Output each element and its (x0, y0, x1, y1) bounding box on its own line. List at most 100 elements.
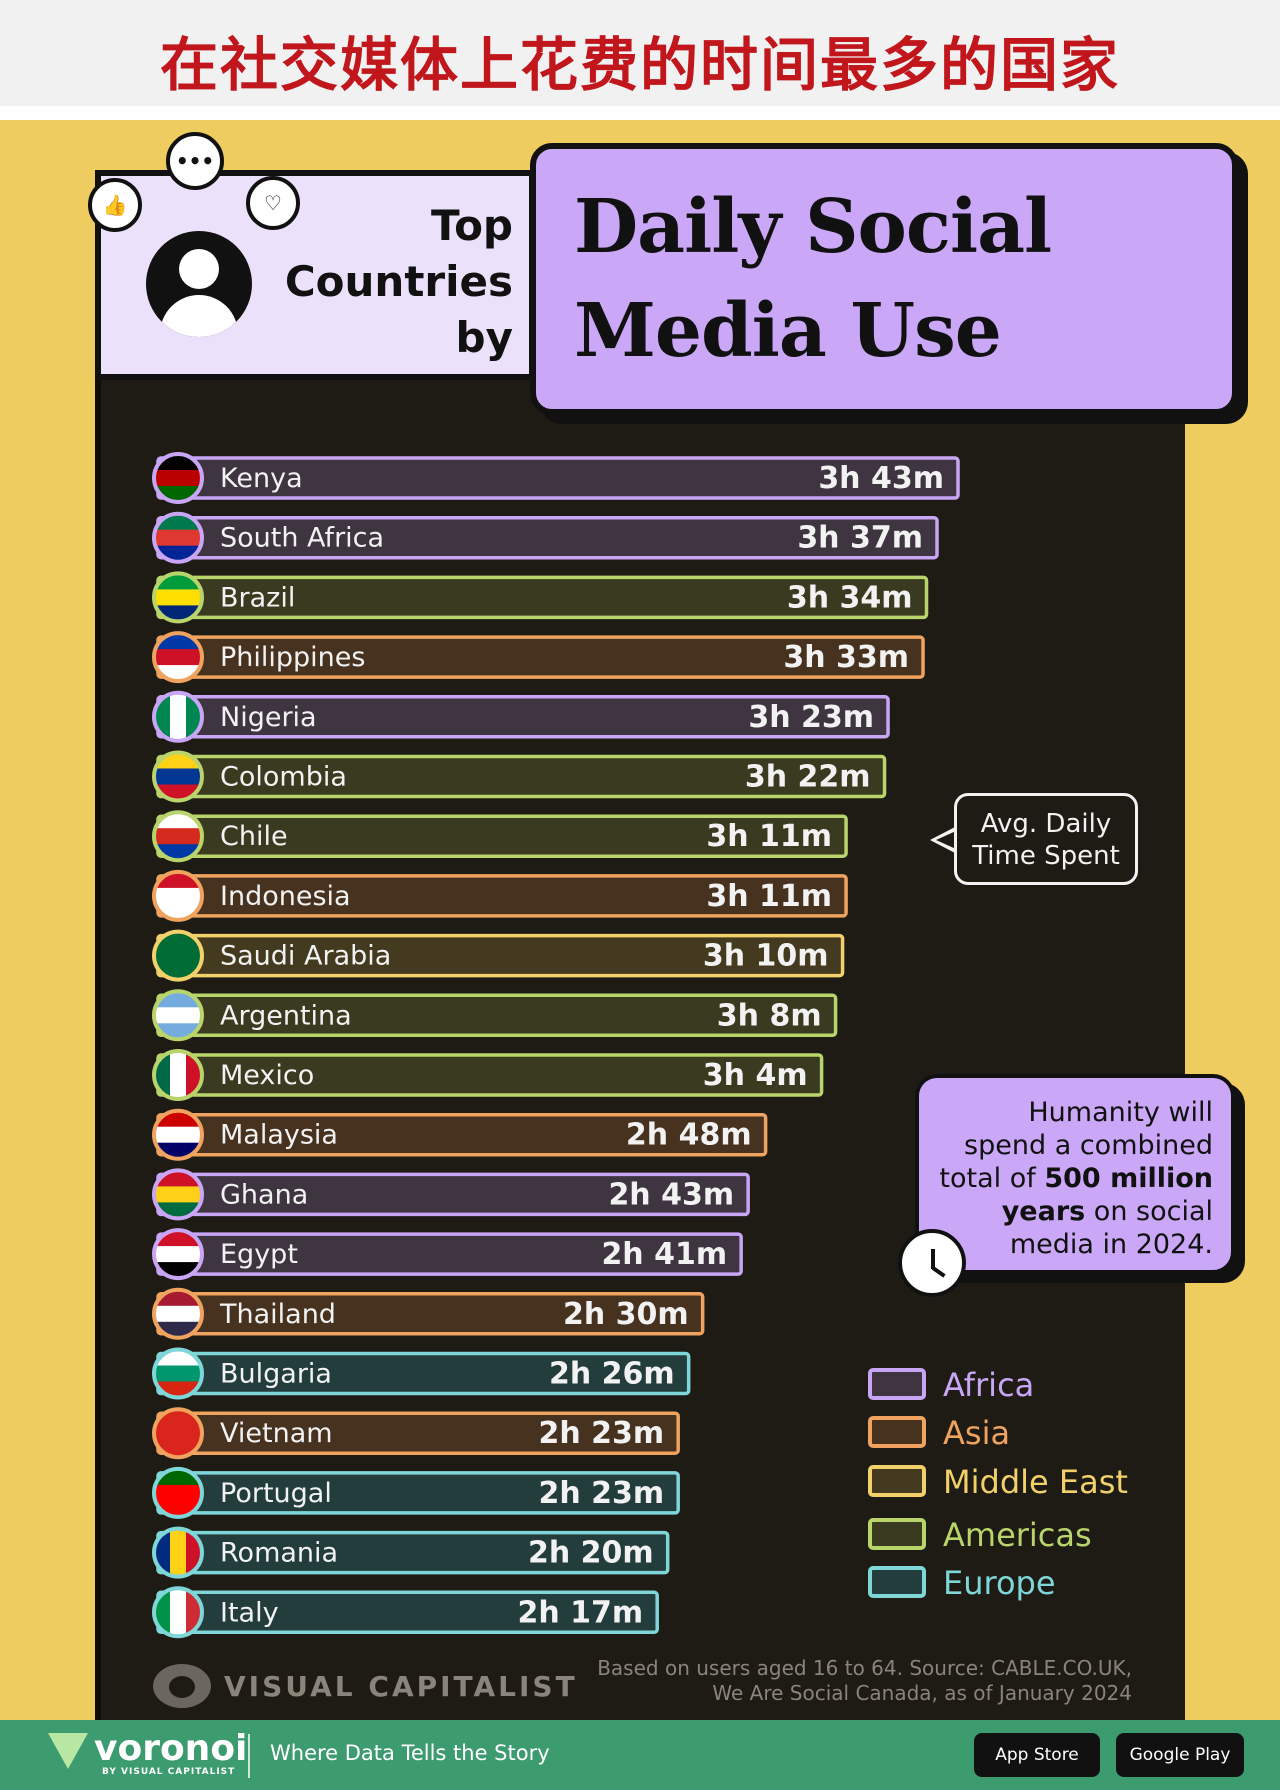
value-label: 3h 4m (703, 1058, 808, 1093)
separator-band (0, 106, 1280, 120)
flag-ring (152, 1407, 204, 1460)
value-label: 3h 37m (797, 521, 923, 556)
country-label: Brazil (220, 582, 295, 613)
footer-tagline: Where Data Tells the Story (270, 1741, 550, 1765)
callout-tail-inner (936, 831, 956, 849)
value-label: 3h 34m (787, 580, 913, 615)
value-label: 3h 43m (818, 461, 944, 496)
app-store-button[interactable]: App Store (974, 1733, 1100, 1777)
avg-callout-line-1: Avg. Daily (980, 809, 1112, 839)
bar-row: Mexico 3h 4m (152, 1049, 824, 1101)
bar-row: Ghana 2h 43m (152, 1168, 750, 1221)
value-label: 2h 20m (528, 1536, 654, 1571)
voronoi-subbrand: BY VISUAL CAPITALIST (102, 1767, 236, 1777)
country-label: Chile (220, 821, 288, 852)
country-label: Indonesia (220, 881, 351, 912)
title-word-countries: Countries (284, 257, 513, 306)
flag-ring (152, 750, 204, 803)
main-title: Daily Social Media Use (574, 175, 1052, 383)
country-label: Egypt (220, 1239, 298, 1270)
bar-row: Saudi Arabia 3h 10m (152, 929, 845, 982)
heart-icon: ♡ (246, 176, 300, 230)
bar-row: South Africa 3h 37m (152, 511, 939, 564)
value-label: 2h 23m (538, 1416, 664, 1451)
value-label: 2h 43m (608, 1177, 734, 1212)
chat-icon: ••• (166, 132, 224, 190)
value-label: 3h 22m (745, 760, 871, 795)
flag-ring (152, 1168, 204, 1221)
avg-callout-line-2: Time Spent (972, 841, 1120, 871)
humanity-highlight-million: 500 million (1044, 1163, 1213, 1194)
bar-chart: Kenya 3h 43m South Africa 3h 37m Brazil 3h 34… (152, 452, 960, 1639)
title-main-card: Daily Social Media Use (530, 143, 1238, 415)
main-title-line-1: Daily Social (574, 184, 1052, 270)
bar-row: Romania 2h 20m (152, 1526, 670, 1579)
value-label: 2h 17m (518, 1595, 644, 1630)
humanity-highlight-years: years (1001, 1196, 1086, 1227)
bar-row: Kenya 3h 43m (152, 452, 960, 504)
value-label: 2h 23m (538, 1476, 664, 1511)
humanity-text-total: total of (939, 1163, 1045, 1194)
country-label: Romania (220, 1538, 338, 1569)
bar-row: Philippines 3h 33m (152, 631, 925, 684)
google-play-button[interactable]: Google Play (1116, 1733, 1244, 1777)
country-label: Ghana (220, 1179, 308, 1210)
bar-row: Vietnam 2h 23m (152, 1407, 680, 1460)
legend-label: Asia (943, 1414, 1011, 1452)
flag-ring (152, 690, 204, 743)
voronoi-brand[interactable]: voronoi (94, 1728, 248, 1769)
country-label: Italy (220, 1597, 279, 1628)
flag-ring (152, 1108, 204, 1161)
title-top-words: Top Countries by (285, 198, 513, 366)
country-label: Bulgaria (220, 1359, 332, 1390)
country-label: Saudi Arabia (220, 941, 391, 972)
flag-ring (152, 929, 204, 982)
country-label: Thailand (219, 1299, 336, 1330)
flag-ring (152, 1049, 204, 1101)
country-label: Malaysia (220, 1120, 338, 1151)
chinese-title: 在社交媒体上花费的时间最多的国家 (159, 31, 1120, 99)
value-label: 2h 30m (563, 1297, 689, 1332)
flag-ring (152, 1287, 204, 1340)
country-label: Mexico (220, 1060, 314, 1091)
bar-row: Italy 2h 17m (152, 1586, 659, 1639)
avg-daily-callout: Avg. Daily Time Spent (954, 793, 1138, 885)
source-note: Based on users aged 16 to 64. Source: CA… (597, 1656, 1132, 1706)
clock-icon (898, 1229, 966, 1297)
legend-label: Americas (943, 1516, 1092, 1554)
value-label: 3h 11m (706, 819, 832, 854)
bar-row: Portugal 2h 23m (152, 1466, 680, 1519)
title-left-card: Top Countries by (95, 170, 535, 380)
flag-ring (152, 1347, 204, 1400)
flag-ring (152, 1586, 204, 1639)
value-label: 3h 23m (748, 700, 874, 735)
bar-row: Egypt 2h 41m (152, 1228, 743, 1281)
main-title-line-2: Media Use (574, 288, 1002, 374)
flag-ring (152, 869, 204, 922)
source-line-2: We Are Social Canada, as of January 2024 (712, 1681, 1132, 1705)
bar-row: Chile 3h 11m (152, 810, 848, 863)
value-label: 3h 8m (717, 998, 822, 1033)
bar-row: Indonesia 3h 11m (152, 869, 848, 922)
bar-row: Argentina 3h 8m (152, 989, 838, 1042)
humanity-line-3: total of 500 million (919, 1162, 1213, 1195)
legend-label: Middle East (943, 1463, 1128, 1501)
source-line-1: Based on users aged 16 to 64. Source: CA… (597, 1656, 1132, 1680)
legend-swatch (868, 1465, 926, 1497)
bar-row: Nigeria 3h 23m (152, 690, 890, 743)
visual-capitalist-logo-icon (153, 1664, 211, 1708)
value-label: 3h 11m (706, 879, 832, 914)
humanity-line-2: spend a combined (964, 1130, 1213, 1161)
legend-swatch (868, 1416, 926, 1448)
flag-ring (152, 511, 204, 564)
country-label: Nigeria (220, 702, 317, 733)
legend-swatch (868, 1368, 926, 1400)
country-label: Argentina (220, 1000, 352, 1031)
flag-ring (152, 1466, 204, 1519)
humanity-line-1: Humanity will (1028, 1097, 1213, 1128)
value-label: 2h 41m (601, 1237, 727, 1272)
country-label: Vietnam (220, 1418, 333, 1449)
country-label: Portugal (220, 1478, 332, 1509)
country-label: Philippines (220, 642, 365, 673)
legend-label: Africa (943, 1366, 1035, 1404)
